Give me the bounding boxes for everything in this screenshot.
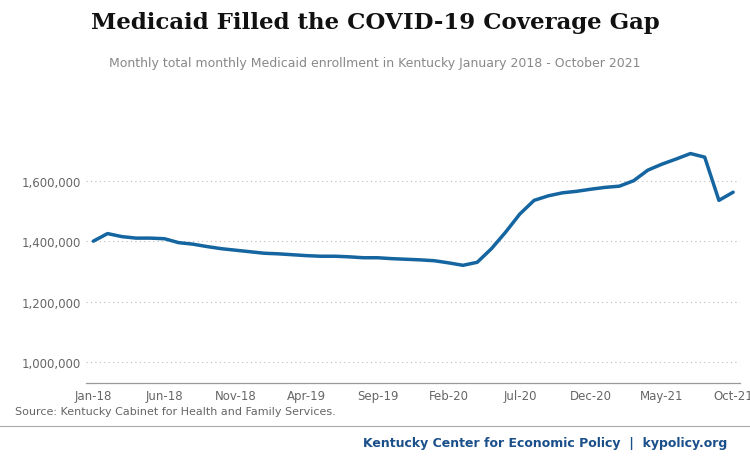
Text: Source: Kentucky Cabinet for Health and Family Services.: Source: Kentucky Cabinet for Health and …	[15, 406, 336, 416]
Text: Kentucky Center for Economic Policy  |  kypolicy.org: Kentucky Center for Economic Policy | ky…	[363, 436, 728, 449]
Text: Monthly total monthly Medicaid enrollment in Kentucky January 2018 - October 202: Monthly total monthly Medicaid enrollmen…	[110, 57, 640, 70]
Text: Medicaid Filled the COVID-19 Coverage Gap: Medicaid Filled the COVID-19 Coverage Ga…	[91, 11, 659, 34]
